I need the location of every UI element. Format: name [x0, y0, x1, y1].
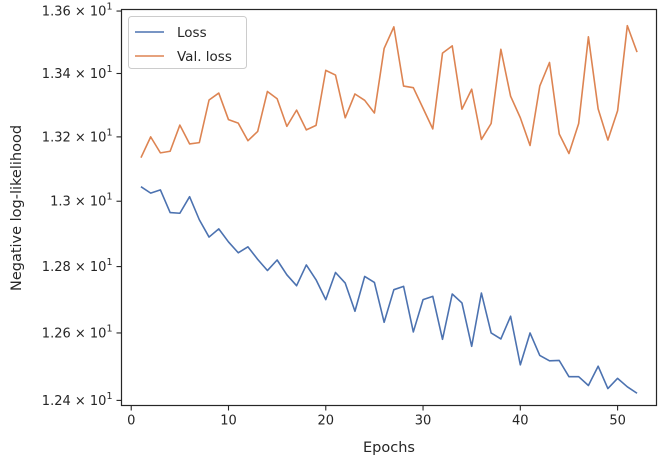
y-tick-label: 1.34 × 101 [42, 64, 113, 82]
legend-label-val-loss: Val. loss [177, 49, 232, 65]
y-tick-label: 1.3 × 101 [50, 192, 112, 210]
y-axis-label: Negative log-likelihood [9, 125, 25, 291]
x-tick-label: 50 [609, 414, 626, 429]
series-layer [140, 24, 638, 394]
x-tick-label: 30 [415, 414, 432, 429]
x-tick-label: 20 [317, 414, 334, 429]
y-tick-label: 1.28 × 101 [42, 257, 113, 275]
plot-frame [120, 8, 658, 407]
series-line-loss [140, 185, 638, 394]
x-tick-label: 40 [512, 414, 529, 429]
series-line-val-loss [140, 24, 638, 159]
y-axis-ticks: 1.24 × 101 1.26 × 101 1.28 × 101 1.3 × 101 1… [42, 2, 122, 409]
legend: Loss Val. loss [128, 16, 247, 69]
x-axis-ticks: 0 10 20 30 40 50 [127, 405, 626, 429]
y-tick-label: 1.26 × 101 [42, 323, 113, 341]
x-tick-label: 10 [220, 414, 237, 429]
legend-label-loss: Loss [177, 25, 207, 41]
x-tick-label: 0 [127, 414, 135, 429]
y-tick-label: 1.24 × 101 [42, 391, 113, 409]
y-tick-label: 1.36 × 101 [42, 2, 113, 20]
y-tick-label: 1.32 × 101 [42, 127, 113, 145]
x-axis-label: Epochs [363, 440, 415, 456]
